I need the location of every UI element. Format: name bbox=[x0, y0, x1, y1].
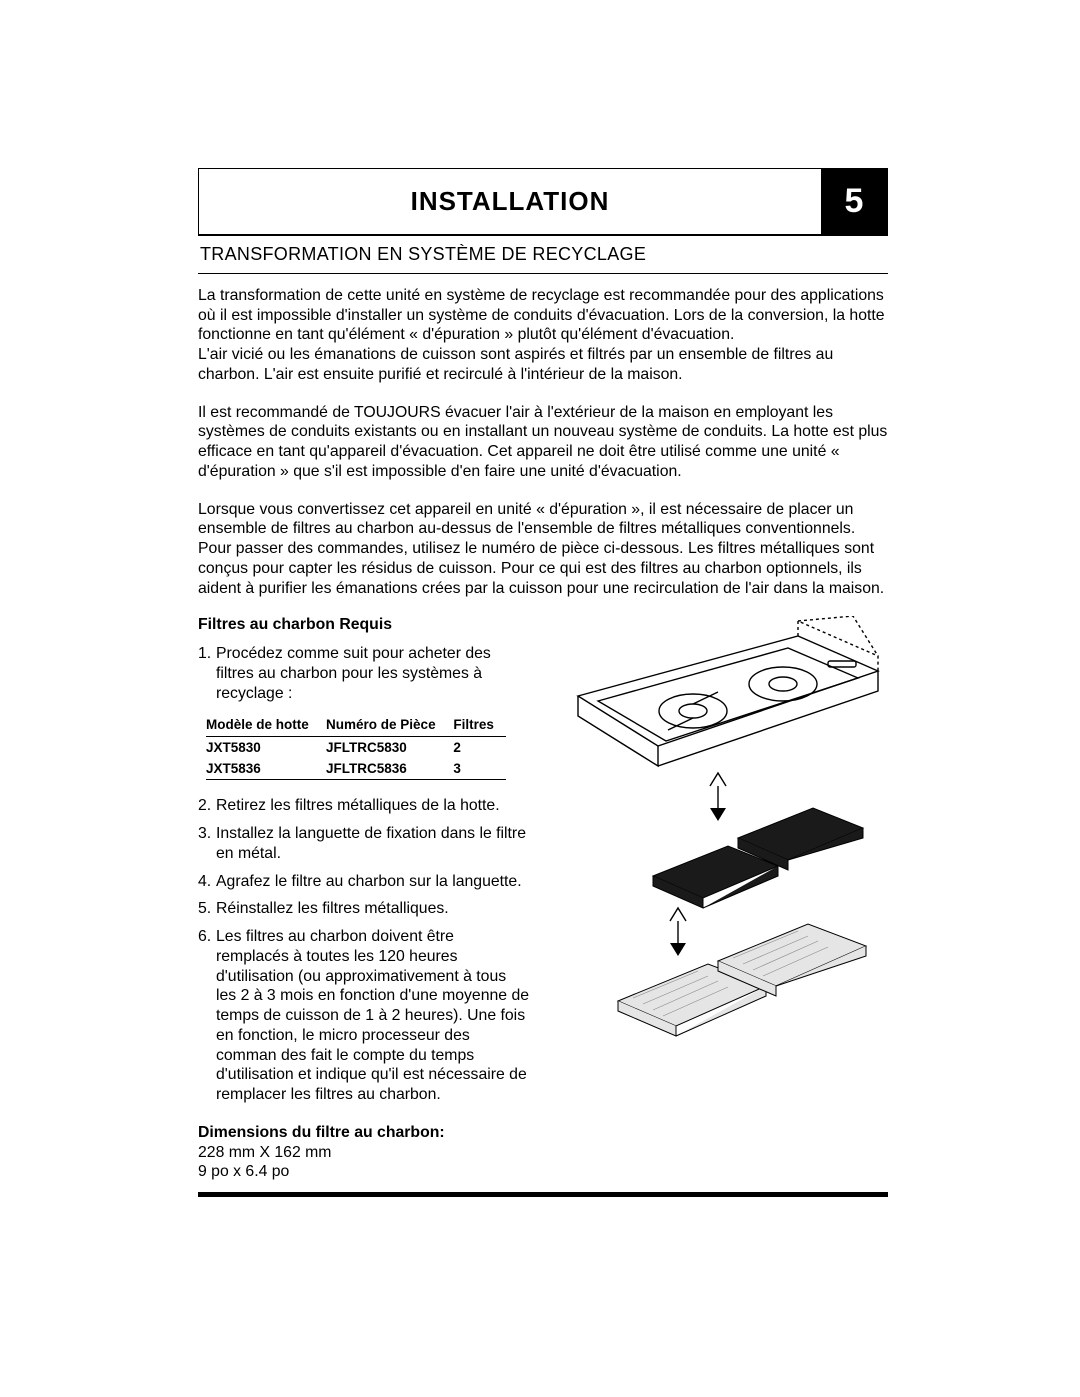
page-number-box: 5 bbox=[821, 169, 887, 234]
step-num: 3. bbox=[198, 824, 216, 863]
step-text: Installez la languette de fixation dans … bbox=[216, 824, 530, 863]
step-text: Les filtres au charbon doivent être remp… bbox=[216, 927, 530, 1105]
step-num: 5. bbox=[198, 899, 216, 919]
cell-part: JFLTRC5836 bbox=[326, 758, 453, 780]
filters-heading: Filtres au charbon Requis bbox=[198, 616, 530, 634]
dimensions-line1: 228 mm X 162 mm bbox=[198, 1143, 530, 1163]
dimensions-line2: 9 po x 6.4 po bbox=[198, 1162, 530, 1182]
subtitle-row: TRANSFORMATION EN SYSTÈME DE RECYCLAGE bbox=[198, 234, 888, 271]
cell-qty: 3 bbox=[453, 758, 506, 780]
left-column: Filtres au charbon Requis 1. Procédez co… bbox=[198, 616, 530, 1182]
cell-model: JXT5830 bbox=[206, 737, 326, 759]
step-3: 3. Installez la languette de fixation da… bbox=[198, 824, 530, 863]
section-header: INSTALLATION 5 bbox=[198, 168, 888, 234]
dimensions-block: Dimensions du filtre au charbon: 228 mm … bbox=[198, 1123, 530, 1182]
cell-model: JXT5836 bbox=[206, 758, 326, 780]
section-title: INSTALLATION bbox=[411, 186, 610, 217]
step-num: 6. bbox=[198, 927, 216, 1105]
right-column bbox=[548, 616, 888, 1182]
filter-table: Modèle de hotte Numéro de Pièce Filtres … bbox=[206, 713, 506, 780]
step-6: 6. Les filtres au charbon doivent être r… bbox=[198, 927, 530, 1105]
subtitle: TRANSFORMATION EN SYSTÈME DE RECYCLAGE bbox=[200, 244, 886, 265]
step-4: 4. Agrafez le filtre au charbon sur la l… bbox=[198, 872, 530, 892]
col-part: Numéro de Pièce bbox=[326, 713, 453, 737]
step-text: Retirez les filtres métalliques de la ho… bbox=[216, 796, 530, 816]
table-header-row: Modèle de hotte Numéro de Pièce Filtres bbox=[206, 713, 506, 737]
step-1: 1. Procédez comme suit pour acheter des … bbox=[198, 644, 530, 703]
step-num: 4. bbox=[198, 872, 216, 892]
col-model: Modèle de hotte bbox=[206, 713, 326, 737]
bottom-rule bbox=[198, 1192, 888, 1197]
paragraph-2: Il est recommandé de TOUJOURS évacuer l'… bbox=[198, 403, 888, 482]
paragraph-1: La transformation de cette unité en syst… bbox=[198, 286, 888, 345]
step-text: Agrafez le filtre au charbon sur la lang… bbox=[216, 872, 530, 892]
section-title-cell: INSTALLATION bbox=[199, 169, 821, 234]
step-text: Procédez comme suit pour acheter des fil… bbox=[216, 644, 530, 703]
dimensions-heading: Dimensions du filtre au charbon: bbox=[198, 1123, 530, 1143]
body-text: La transformation de cette unité en syst… bbox=[198, 286, 888, 598]
step-num: 2. bbox=[198, 796, 216, 816]
step-text: Réinstallez les filtres métalliques. bbox=[216, 899, 530, 919]
step-2: 2. Retirez les filtres métalliques de la… bbox=[198, 796, 530, 816]
step-5: 5. Réinstallez les filtres métalliques. bbox=[198, 899, 530, 919]
col-qty: Filtres bbox=[453, 713, 506, 737]
page-number: 5 bbox=[845, 182, 864, 221]
cell-part: JFLTRC5830 bbox=[326, 737, 453, 759]
installation-diagram bbox=[548, 616, 888, 1046]
step-num: 1. bbox=[198, 644, 216, 703]
divider bbox=[198, 273, 888, 274]
cell-qty: 2 bbox=[453, 737, 506, 759]
table-row: JXT5830 JFLTRC5830 2 bbox=[206, 737, 506, 759]
paragraph-1b: L'air vicié ou les émanations de cuisson… bbox=[198, 345, 888, 384]
paragraph-3: Lorsque vous convertissez cet appareil e… bbox=[198, 500, 888, 599]
table-row: JXT5836 JFLTRC5836 3 bbox=[206, 758, 506, 780]
